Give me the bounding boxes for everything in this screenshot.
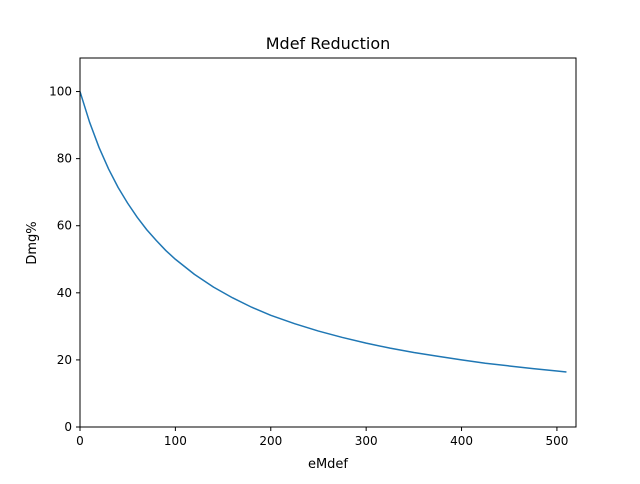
y-tick-label: 40 (57, 286, 72, 300)
x-axis-label: eMdef (308, 457, 348, 472)
y-tick-label: 20 (57, 353, 72, 367)
x-tick-label: 100 (164, 434, 187, 448)
x-tick-label: 400 (450, 434, 473, 448)
y-tick-label: 80 (57, 152, 72, 166)
x-tick-label: 500 (545, 434, 568, 448)
x-tick-label: 200 (259, 434, 282, 448)
plot-frame (79, 57, 577, 428)
x-tick-label: 300 (355, 434, 378, 448)
series-line-0 (79, 91, 567, 373)
y-tick-label: 0 (64, 420, 72, 434)
chart-title: Mdef Reduction (266, 34, 391, 53)
x-axis: 0 100 200 300 400 500 (76, 427, 568, 448)
y-tick-label: 60 (57, 219, 72, 233)
x-tick-label: 0 (76, 434, 84, 448)
y-axis-label: Dmg% (25, 221, 40, 264)
plot-area (79, 91, 567, 373)
y-tick-label: 100 (49, 85, 72, 99)
y-axis: 0 20 40 60 80 100 (49, 85, 80, 434)
